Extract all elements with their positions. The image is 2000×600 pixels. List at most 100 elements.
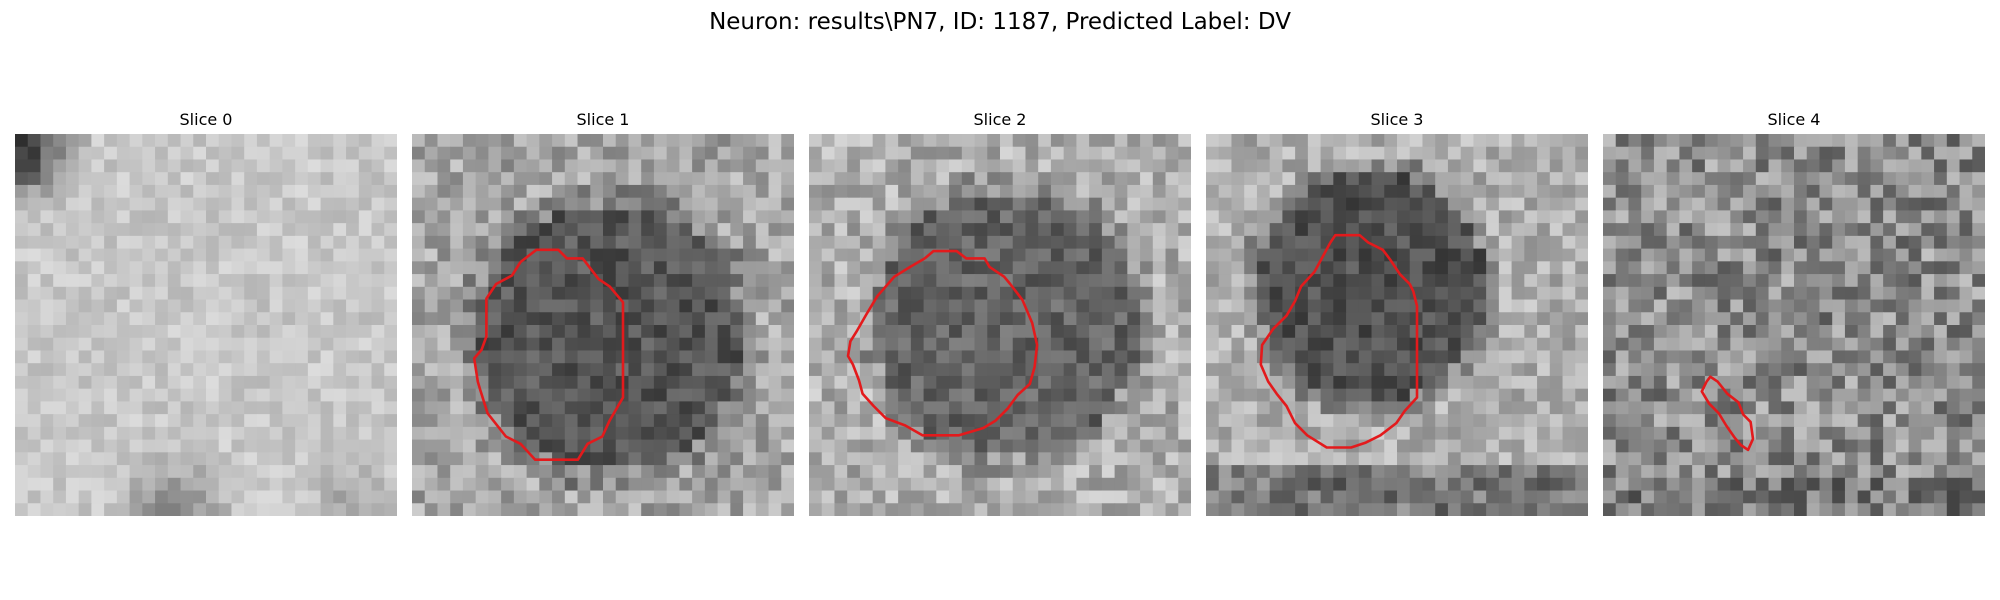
image-pixel <box>1000 426 1014 441</box>
image-pixel <box>1692 146 1706 161</box>
image-pixel <box>768 337 782 352</box>
image-pixel <box>1435 299 1449 313</box>
image-pixel <box>501 184 515 199</box>
image-pixel <box>974 337 988 352</box>
image-pixel <box>27 274 42 288</box>
image-pixel <box>40 146 54 161</box>
image-pixel <box>1346 363 1360 377</box>
image-pixel <box>653 134 668 148</box>
image-pixel <box>1575 465 1588 479</box>
image-pixel <box>27 235 42 250</box>
image-pixel <box>1603 452 1617 466</box>
image-pixel <box>53 146 67 161</box>
image-pixel <box>371 235 385 250</box>
image-pixel <box>1307 134 1322 148</box>
image-pixel <box>704 503 719 516</box>
image-pixel <box>1755 465 1770 479</box>
image-pixel <box>1870 159 1884 173</box>
image-pixel <box>1397 401 1411 415</box>
image-pixel <box>1063 299 1077 313</box>
image-pixel <box>1371 223 1385 237</box>
image-pixel <box>1768 235 1782 250</box>
image-pixel <box>1549 439 1564 453</box>
image-pixel <box>1384 286 1398 301</box>
image-pixel <box>462 134 477 148</box>
image-pixel <box>885 325 899 339</box>
image-pixel <box>1295 350 1309 364</box>
image-pixel <box>1666 248 1680 262</box>
image-pixel <box>1447 261 1462 275</box>
image-pixel <box>1549 401 1564 415</box>
image-pixel <box>244 401 258 415</box>
image-pixel <box>1282 286 1296 301</box>
image-pixel <box>1140 146 1154 161</box>
image-pixel <box>1641 197 1655 211</box>
image-pixel <box>1628 503 1642 516</box>
image-pixel <box>256 172 271 186</box>
image-pixel <box>129 426 143 441</box>
image-pixel <box>1972 312 1985 326</box>
image-pixel <box>269 490 283 504</box>
image-pixel <box>1819 159 1833 173</box>
image-pixel <box>1320 197 1334 211</box>
image-pixel <box>475 465 489 479</box>
image-pixel <box>65 388 80 402</box>
image-pixel <box>1282 248 1296 262</box>
image-pixel <box>1320 159 1334 173</box>
image-pixel <box>1206 159 1220 173</box>
image-pixel <box>116 465 131 479</box>
image-pixel <box>307 235 322 250</box>
image-pixel <box>910 503 925 516</box>
image-pixel <box>1883 299 1897 313</box>
image-pixel <box>1511 426 1525 441</box>
image-pixel <box>1063 350 1077 364</box>
image-pixel <box>180 414 194 428</box>
image-pixel <box>1511 477 1525 492</box>
image-pixel <box>859 134 874 148</box>
image-pixel <box>704 337 719 352</box>
image-pixel <box>1076 261 1090 275</box>
image-pixel <box>282 274 296 288</box>
image-pixel <box>1549 235 1564 250</box>
image-pixel <box>1679 452 1693 466</box>
image-pixel <box>1704 477 1719 492</box>
image-pixel <box>1628 159 1642 173</box>
image-pixel <box>974 490 988 504</box>
image-pixel <box>1755 490 1770 504</box>
image-pixel <box>1076 146 1090 161</box>
image-pixel <box>65 235 80 250</box>
image-pixel <box>809 375 823 390</box>
image-pixel <box>1076 401 1090 415</box>
image-pixel <box>781 312 794 326</box>
image-pixel <box>91 299 105 313</box>
image-pixel <box>1076 388 1090 402</box>
image-pixel <box>65 312 80 326</box>
image-pixel <box>256 388 271 402</box>
image-pixel <box>987 134 1001 148</box>
image-pixel <box>1114 261 1128 275</box>
image-pixel <box>1333 388 1347 402</box>
image-pixel <box>193 134 207 148</box>
image-pixel <box>244 134 258 148</box>
image-pixel <box>755 223 770 237</box>
image-pixel <box>1603 426 1617 441</box>
image-pixel <box>1206 261 1220 275</box>
image-pixel <box>768 299 782 313</box>
image-pixel <box>1755 299 1770 313</box>
image-pixel <box>1832 248 1846 262</box>
image-pixel <box>1063 401 1077 415</box>
image-pixel <box>27 388 42 402</box>
image-pixel <box>53 477 67 492</box>
image-pixel <box>1101 210 1116 224</box>
image-pixel <box>1806 337 1821 352</box>
image-pixel <box>898 426 912 441</box>
image-pixel <box>834 146 848 161</box>
image-pixel <box>358 146 373 161</box>
image-pixel <box>1358 146 1373 161</box>
image-pixel <box>859 286 874 301</box>
image-pixel <box>1498 388 1513 402</box>
image-pixel <box>1333 503 1347 516</box>
image-pixel <box>1397 312 1411 326</box>
image-pixel <box>78 350 92 364</box>
image-pixel <box>1628 465 1642 479</box>
